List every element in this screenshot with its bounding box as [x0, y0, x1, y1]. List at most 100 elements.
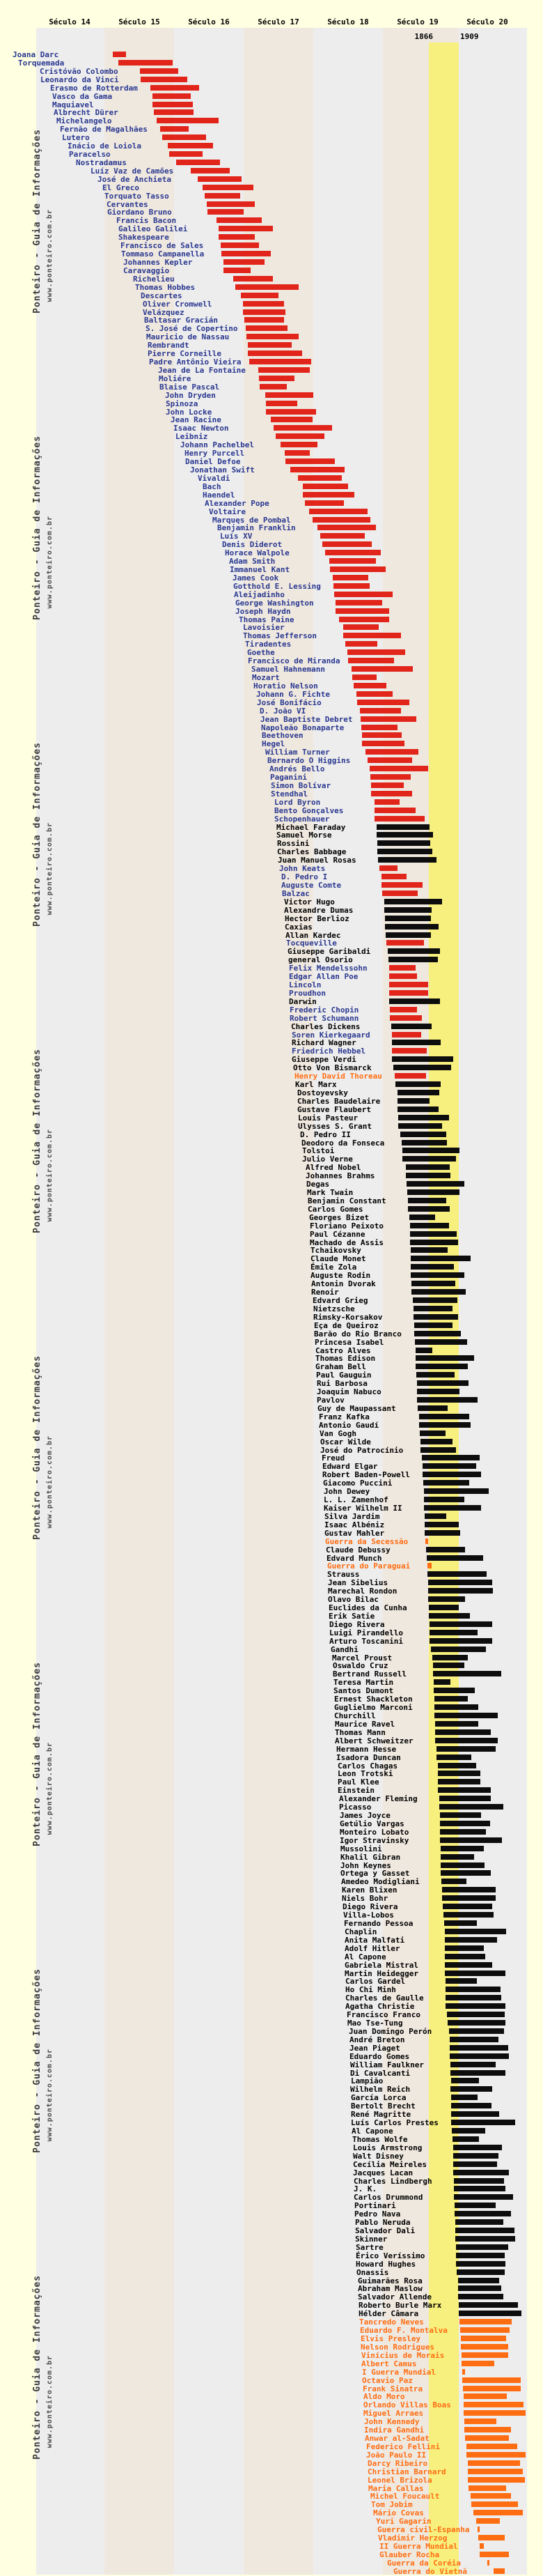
person-label[interactable]: Marechal Rondon	[328, 1587, 398, 1596]
person-label[interactable]: Adam Smith	[229, 557, 276, 566]
person-label[interactable]: Frank Sinatra	[363, 2384, 423, 2393]
person-label[interactable]: Einstein	[338, 1786, 375, 1795]
person-label[interactable]: Isaac Newton	[173, 424, 229, 433]
person-label[interactable]: Federico Fellini	[366, 2442, 440, 2451]
person-label[interactable]: Antonin Dvorak	[311, 1279, 376, 1288]
person-label[interactable]: Gustav Mahler	[324, 1529, 385, 1538]
person-label[interactable]: Caxias	[285, 923, 313, 932]
person-label[interactable]: Santos Dumont	[333, 1686, 394, 1695]
event-label[interactable]: Guerra da Secessăo	[325, 1537, 409, 1546]
person-label[interactable]: Johann G. Fichte	[256, 690, 330, 699]
person-label[interactable]: Luís XV	[220, 532, 253, 541]
person-label[interactable]: Tiradentes	[245, 640, 292, 649]
person-label[interactable]: Samuel Morse	[276, 831, 332, 840]
person-label[interactable]: Paganini	[270, 773, 307, 782]
person-label[interactable]: Bento Gonçalves	[274, 806, 344, 815]
person-label[interactable]: Claude Monet	[310, 1254, 366, 1263]
person-label[interactable]: Tommaso Campanella	[121, 249, 205, 259]
person-label[interactable]: Paracelso	[69, 150, 111, 159]
person-label[interactable]: Thomas Hobbes	[135, 283, 196, 292]
person-label[interactable]: Aldo Moro	[363, 2392, 405, 2401]
person-label[interactable]: Lavoisier	[243, 623, 285, 632]
person-label[interactable]: Bernardo O Higgins	[267, 756, 351, 765]
person-label[interactable]: El Greco	[102, 183, 139, 192]
person-label[interactable]: Tocqueville	[286, 939, 337, 948]
event-label[interactable]: Guerra do Paraguai	[327, 1561, 411, 1571]
person-label[interactable]: Nelson Rodrigues	[361, 2343, 434, 2352]
person-label[interactable]: Pablo Neruda	[355, 2218, 411, 2227]
person-label[interactable]: Darcy Ribeiro	[368, 2459, 428, 2468]
person-label[interactable]: Francisco de Sales	[120, 241, 204, 250]
person-label[interactable]: James Cook	[233, 573, 279, 583]
person-label[interactable]: Tchaikovsky	[310, 1246, 361, 1255]
person-label[interactable]: Jonathan Swift	[190, 465, 255, 475]
person-label[interactable]: Eduardo Gomes	[349, 2052, 410, 2061]
person-label[interactable]: Charles Babbage	[277, 847, 347, 856]
person-label[interactable]: Jean Piaget	[349, 2044, 400, 2053]
person-label[interactable]: Edgar Allan Poe	[289, 972, 359, 981]
person-label[interactable]: Descartes	[141, 291, 182, 300]
person-label[interactable]: Richelieu	[133, 275, 175, 284]
person-label[interactable]: Teresa Martin	[333, 1678, 394, 1687]
person-label[interactable]: Thomas Jefferson	[243, 631, 317, 640]
person-label[interactable]: Indira Gandhi	[364, 2425, 425, 2435]
person-label[interactable]: Cristóvăo Colombo	[40, 67, 118, 76]
person-label[interactable]: Thomas Paine	[239, 615, 294, 624]
person-label[interactable]: Wilhelm Reich	[350, 2085, 411, 2094]
person-label[interactable]: Giacomo Puccini	[323, 1479, 393, 1488]
person-label[interactable]: Vinícius de Morais	[361, 2351, 445, 2360]
person-label[interactable]: Johannes Kepler	[123, 258, 193, 267]
person-label[interactable]: Thomas Mann	[335, 1728, 386, 1737]
person-label[interactable]: Napoleăo Bonaparte	[261, 723, 345, 732]
person-label[interactable]: Karen Blixen	[342, 1885, 398, 1895]
person-label[interactable]: Carlos Gardel	[345, 1977, 406, 1986]
person-label[interactable]: André Breton	[349, 2035, 405, 2044]
person-label[interactable]: Velázquez	[143, 308, 184, 317]
person-label[interactable]: Eça de Queiroz	[314, 1321, 379, 1330]
person-label[interactable]: William Faulkner	[350, 2060, 424, 2069]
person-label[interactable]: Fernăo de Magalhăes	[60, 125, 148, 134]
person-label[interactable]: Bach	[203, 482, 221, 491]
person-label[interactable]: Edvard Munch	[326, 1554, 382, 1563]
person-label[interactable]: Robert Baden-Powell	[322, 1470, 410, 1479]
person-label[interactable]: Carlos Gomes	[308, 1205, 363, 1214]
person-label[interactable]: Henry Purcell	[184, 449, 245, 458]
person-label[interactable]: Orlando Villas Boas	[363, 2400, 451, 2409]
person-label[interactable]: Silva Jardim	[324, 1512, 380, 1521]
person-label[interactable]: Michael Faraday	[276, 823, 346, 832]
person-label[interactable]: Francisco de Miranda	[248, 656, 340, 665]
person-label[interactable]: Renoir	[311, 1288, 339, 1297]
person-label[interactable]: Adolf Hitler	[345, 1944, 400, 1953]
person-label[interactable]: Mauricio de Nassau	[146, 332, 230, 341]
person-label[interactable]: Padre Antônio Vieira	[149, 357, 242, 367]
person-label[interactable]: Guimarăes Rosa	[358, 2276, 423, 2285]
person-label[interactable]: Joăo Paulo II	[366, 2451, 427, 2460]
person-label[interactable]: Bertolt Brecht	[351, 2101, 416, 2111]
person-label[interactable]: Euclides da Cunha	[329, 1603, 407, 1612]
person-label[interactable]: Cervantes	[107, 200, 148, 209]
person-label[interactable]: Baltasar Gracián	[144, 316, 218, 325]
person-label[interactable]: José Bonifácio	[257, 698, 322, 707]
person-label[interactable]: Giordano Bruno	[107, 208, 172, 217]
person-label[interactable]: Octavio Paz	[362, 2376, 413, 2385]
person-label[interactable]: Joaquim Nabuco	[317, 1387, 381, 1396]
person-label[interactable]: L. L. Zamenhof	[324, 1495, 388, 1504]
person-label[interactable]: Mário Covas	[373, 2508, 424, 2517]
person-label[interactable]: José de Anchieta	[97, 175, 171, 184]
person-label[interactable]: Tolstoi	[302, 1146, 335, 1155]
person-label[interactable]: Yuri Gagarin	[376, 2517, 432, 2526]
person-label[interactable]: Luigi Pirandello	[329, 1628, 403, 1637]
person-label[interactable]: Karl Marx	[295, 1080, 337, 1089]
person-label[interactable]: D. Pedro I	[281, 872, 328, 881]
person-label[interactable]: Nietzsche	[313, 1304, 355, 1313]
person-label[interactable]: Alexander Fleming	[339, 1794, 418, 1803]
person-label[interactable]: Juan Manuel Rosas	[278, 856, 356, 865]
person-label[interactable]: Roberto Burle Marx	[359, 2301, 442, 2310]
person-label[interactable]: Friedrich Hebbel	[292, 1047, 365, 1056]
person-label[interactable]: Mao Tse-Tung	[347, 2019, 403, 2028]
person-label[interactable]: Albrecht Dürer	[54, 108, 118, 117]
person-label[interactable]: Julio Verne	[302, 1155, 353, 1164]
person-label[interactable]: Hélder Câmara	[359, 2309, 419, 2318]
person-label[interactable]: Jean Baptiste Debret	[260, 715, 353, 724]
person-label[interactable]: García Lorca	[351, 2093, 407, 2102]
